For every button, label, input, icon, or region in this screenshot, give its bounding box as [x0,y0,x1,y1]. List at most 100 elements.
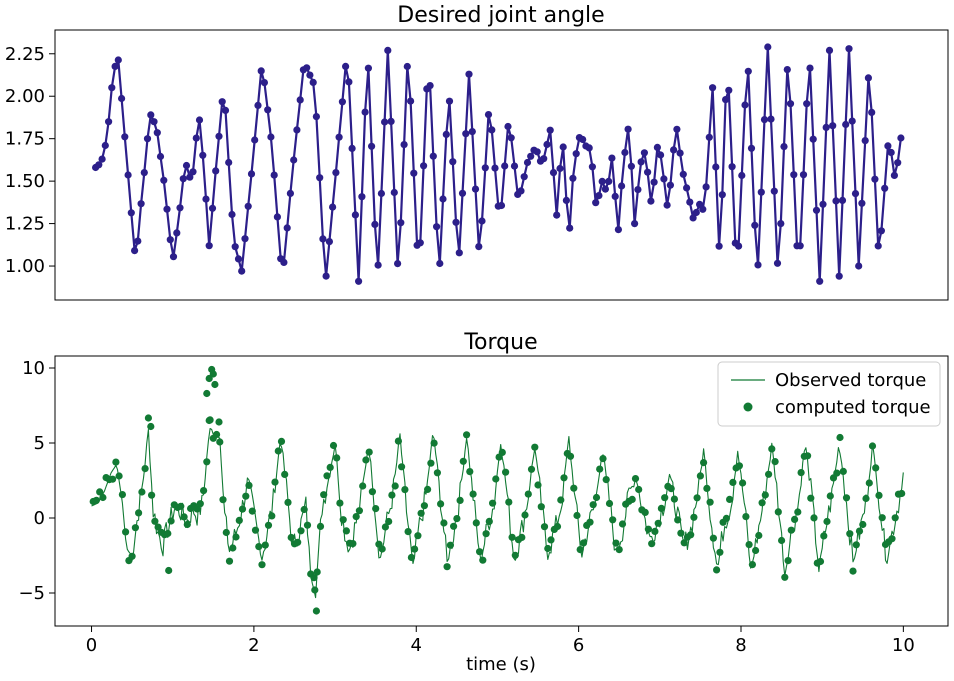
computed-torque-point [527,465,536,473]
angle-point [433,223,441,231]
computed-torque-point [696,472,705,480]
angle-point [887,148,895,157]
angle-point [342,62,350,70]
angle-point [260,79,268,87]
angle-point [244,202,252,210]
computed-torque-point [323,472,331,480]
y-tick-label: 0 [34,508,45,529]
computed-torque-point [459,457,467,465]
angle-point [812,206,821,214]
angle-point [877,227,886,235]
legend-label-computed: computed torque [775,397,931,418]
angle-point [773,259,782,267]
angle-point [400,141,408,149]
computed-torque-point [553,522,562,531]
computed-torque-point [485,517,493,526]
computed-torque-point [312,607,320,615]
computed-torque-point [599,455,607,463]
computed-torque-point [537,503,545,511]
computed-torque-point [862,494,870,503]
angle-point [105,118,113,126]
angle-point [676,149,684,157]
angle-point [725,86,733,94]
angle-point [238,267,246,275]
computed-torque-point [615,546,623,554]
angle-point [543,140,551,149]
angle-point [881,184,889,192]
computed-torque-point [687,531,695,539]
angle-point [316,174,324,182]
angle-point [585,144,593,152]
angle-point [764,43,772,51]
computed-torque-point [472,519,480,527]
angle-point [871,175,879,183]
computed-torque-point [700,459,708,467]
computed-torque-point [758,499,766,507]
computed-torque-point [797,469,805,477]
angle-point [838,196,847,204]
angle-point [176,204,184,212]
torque-y-ticks: −5 0 5 10 [18,358,55,604]
computed-torque-point [303,521,312,529]
angle-point [186,173,194,181]
angle-point [228,210,236,219]
angle-point [806,64,814,72]
angle-point [215,132,223,140]
computed-torque-point [135,509,143,517]
computed-torque-point [761,491,769,499]
angle-point [670,146,678,154]
computed-torque-point [648,540,656,548]
angle-point [173,229,181,237]
angle-point [192,134,200,142]
angle-point [783,66,791,74]
angle-point [280,258,288,266]
computed-torque-point [560,474,568,482]
angle-point [663,201,671,209]
x-tick-label: 8 [735,635,746,656]
computed-torque-point [109,475,117,483]
computed-torque-point [381,523,389,531]
angle-point [445,97,454,105]
angle-point [416,239,424,247]
angle-point [848,117,856,125]
angle-point [897,134,905,142]
computed-torque-point [115,472,123,480]
angle-point [205,242,213,250]
computed-torque-point [138,488,146,496]
angle-point [127,209,135,217]
x-tick-label: 4 [411,635,422,656]
computed-torque-point [200,487,208,495]
angle-point [666,181,675,189]
computed-torque-point [456,496,464,504]
computed-torque-point [248,507,256,515]
torque-x-ticks: 0 2 4 6 8 10 [86,626,915,656]
angle-point [611,192,619,200]
angle-point [131,247,139,255]
angle-point [481,164,489,172]
y-tick-label: 10 [22,358,45,379]
computed-torque-point [492,475,500,483]
angle-point [517,187,525,195]
computed-torque-point [424,485,432,493]
angle-point [410,169,418,177]
angle-point [601,185,610,193]
angle-point [501,162,509,170]
computed-torque-point [99,493,107,502]
computed-torque-point [268,512,276,520]
angle-point [689,214,697,222]
angle-y-ticks: 1.00 1.25 1.50 1.75 2.00 2.25 [5,44,55,277]
computed-torque-point [414,532,422,540]
computed-torque-point [709,534,718,542]
computed-torque-point [781,573,789,581]
computed-torque-point [92,496,100,504]
computed-torque-point [755,531,763,540]
angle-point [640,149,649,157]
angle-point [744,67,752,75]
computed-torque-point [141,465,149,473]
angle-point [118,94,126,103]
angle-point [747,144,756,152]
angle-point [420,162,428,170]
computed-torque-point [674,516,682,524]
computed-torque-point [534,481,542,489]
angle-point [705,133,713,141]
